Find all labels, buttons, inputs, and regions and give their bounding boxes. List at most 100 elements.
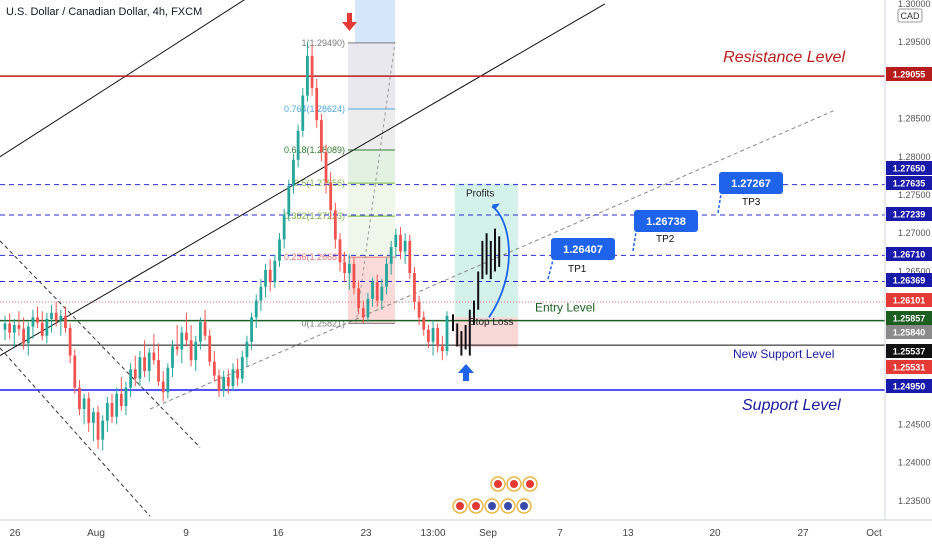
support-label: Support Level [742, 397, 841, 414]
candle-body [371, 282, 374, 299]
dashed-trend-line [149, 109, 836, 410]
price-badge-label: 1.26369 [893, 276, 926, 286]
candle-body [73, 355, 77, 388]
candle-body [87, 398, 91, 423]
y-tick-label: 1.23500 [898, 496, 931, 506]
candle-body [417, 302, 421, 318]
price-badge-label: 1.26101 [893, 296, 926, 306]
candle-body [273, 260, 277, 283]
fib-label: 0(1.25821) [301, 318, 345, 328]
entry-label: Entry Level [535, 301, 595, 315]
candle-body [292, 159, 295, 186]
candle-body [189, 340, 193, 361]
candle-body [440, 346, 444, 351]
tp-connector [632, 231, 637, 252]
y-axis: 1.30000 1.29500 1.28500 1.28000 1.27500 1.270… [897, 0, 931, 506]
tp-value: 1.26407 [563, 244, 603, 256]
candle-body [115, 393, 119, 417]
profit-arrow-head [492, 203, 500, 210]
trend-lines [0, 0, 836, 517]
candle-body [236, 369, 240, 379]
candle-body [413, 273, 416, 303]
event-flag-dot [510, 480, 518, 488]
candlesticks [3, 42, 449, 451]
candle-body [278, 239, 281, 261]
candle-body [133, 369, 137, 379]
fib-label: 1(1.29490) [301, 38, 345, 48]
candle-body [185, 332, 188, 341]
candle-body [329, 182, 333, 211]
price-badge-label: 1.25537 [893, 347, 926, 357]
candle-body [259, 286, 263, 301]
candle-body [212, 361, 216, 376]
down-arrow-icon [342, 13, 357, 31]
up-arrow-icon [458, 364, 474, 381]
candle-body [422, 317, 426, 330]
plot-area[interactable]: 1(1.29490) 0.764(1.28624) 0.618(1.28089) 0.… [0, 0, 885, 517]
price-badge [886, 161, 932, 175]
tp-label: TP3 [742, 197, 761, 208]
candle-body [268, 269, 272, 283]
price-badge-label: 1.27635 [893, 179, 926, 189]
candle-body [203, 321, 207, 336]
candle-body [399, 234, 402, 252]
candle-body [68, 328, 72, 356]
candle-body [254, 300, 258, 318]
price-badge-label: 1.29055 [893, 70, 926, 80]
candle-body [110, 403, 114, 417]
candle-body [82, 398, 86, 410]
price-badge [886, 360, 932, 374]
candle-body [143, 357, 146, 371]
candle-body [301, 95, 305, 131]
y-tick-label: 1.27000 [898, 228, 931, 238]
currency-label: CAD [900, 11, 920, 21]
tp-badge [551, 238, 615, 260]
fib-bg-green [348, 149, 395, 184]
resistance-label: Resistance Level [723, 49, 845, 66]
candle-body [161, 381, 165, 393]
price-badge-label: 1.25857 [893, 314, 926, 324]
price-badge [886, 325, 932, 339]
candle-body [347, 263, 351, 273]
candle-body [180, 332, 184, 350]
candle-body [17, 325, 21, 329]
x-tick-label: 13 [622, 528, 634, 539]
fib-label: 0.236(1.26687) [284, 252, 345, 262]
candle-body [12, 325, 16, 333]
candle-body [352, 263, 356, 289]
projection-path [452, 228, 501, 356]
candle-body [119, 393, 123, 407]
candle-body [445, 315, 449, 351]
price-badge-label: 1.26710 [893, 250, 926, 260]
candle-body [436, 328, 440, 347]
candle-body [175, 346, 179, 350]
tp-label: TP1 [568, 264, 587, 275]
profits-label: Profits [466, 189, 494, 200]
candle-body [217, 375, 221, 391]
annotations: Resistance Level Entry Level New Support L… [342, 13, 845, 414]
x-tick-label: Oct [866, 528, 882, 539]
price-badge [886, 67, 932, 81]
tp-badge [719, 172, 783, 194]
candle-body [199, 321, 202, 342]
candle-body [431, 328, 435, 342]
currency-box [897, 8, 923, 23]
candle-body [8, 323, 12, 333]
x-tick-label: 20 [709, 528, 721, 539]
fib-label: 0.618(1.28089) [284, 145, 345, 155]
candle-body [101, 420, 105, 440]
y-tick-label: 1.28000 [898, 152, 931, 162]
candle-body [152, 352, 156, 361]
x-tick-label: 13:00 [420, 528, 445, 539]
fib-bg-blue-strip [355, 0, 395, 43]
fib-levels: 1(1.29490) 0.764(1.28624) 0.618(1.28089) 0.… [284, 38, 396, 328]
fib-diagonal [355, 42, 396, 324]
candle-body [245, 341, 249, 358]
x-tick-label: Aug [87, 528, 105, 539]
price-badge-label: 1.24950 [893, 382, 926, 392]
candle-body [124, 387, 128, 407]
x-axis: 26 Aug 9 16 23 13:00 Sep 7 13 20 27 Oct [9, 528, 882, 539]
candle-body [105, 403, 109, 421]
candle-body [343, 262, 347, 273]
